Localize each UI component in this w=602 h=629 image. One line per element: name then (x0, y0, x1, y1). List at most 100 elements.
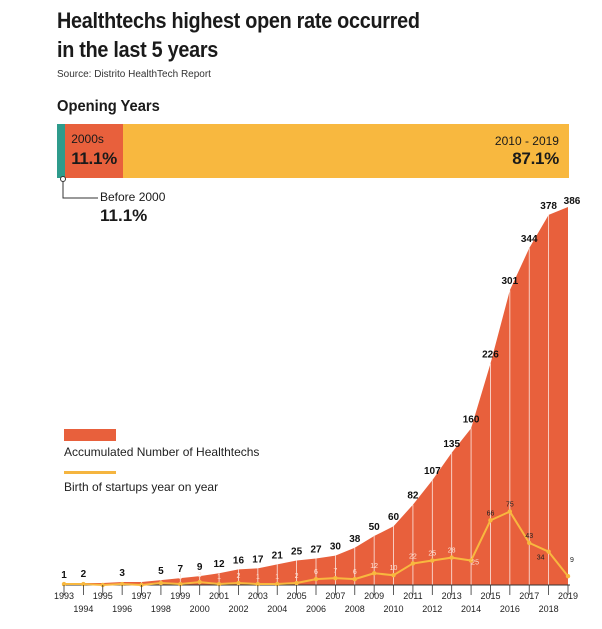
segment-2000s: 2000s 11.1% (65, 124, 124, 178)
area-value-label: 344 (521, 234, 538, 245)
x-tick-label: 2004 (267, 604, 287, 614)
line-value-label: 1 (256, 574, 260, 581)
births-point (352, 576, 357, 582)
chart-title: Healthtechs highest open rate occurred i… (57, 8, 420, 62)
source-note: Source: Distrito HealthTech Report (57, 69, 211, 80)
area-value-label: 30 (330, 542, 342, 553)
segment-2010-2019-label: 2010 - 2019 (494, 134, 559, 148)
births-point (565, 573, 571, 579)
line-value-label: 10 (390, 565, 398, 572)
x-tick-label: 2019 (558, 591, 578, 601)
segment-2000s-label: 2000s (71, 132, 104, 146)
x-tick-label: 2016 (500, 604, 520, 614)
area-value-label: 17 (252, 554, 264, 565)
area-value-label: 82 (407, 491, 419, 502)
line-value-label: 43 (525, 533, 533, 540)
line-value-label: 9 (570, 557, 574, 564)
births-point (216, 581, 222, 587)
area-value-label: 9 (197, 562, 203, 573)
area-value-label: 226 (482, 350, 499, 361)
x-tick-label: 2005 (287, 591, 307, 601)
area-value-label: 27 (310, 545, 322, 556)
x-tick-label: 2002 (228, 604, 248, 614)
births-point (391, 573, 396, 578)
line-value-label: 1 (275, 574, 279, 581)
before-2000-value: 11.1% (100, 206, 148, 225)
x-tick-label: 1993 (54, 591, 74, 601)
births-point (158, 580, 164, 586)
births-point (313, 576, 319, 582)
opening-years-title: Opening Years (57, 98, 160, 115)
area-value-label: 2 (81, 569, 87, 580)
line-value-label: 6 (314, 569, 318, 576)
area-value-label: 38 (349, 534, 361, 545)
births-point (236, 580, 241, 586)
x-tick-label: 2011 (403, 591, 422, 601)
x-tick-label: 1996 (112, 604, 132, 614)
segment-2000s-value: 11.1% (71, 149, 117, 168)
line-value-label: 7 (333, 568, 337, 575)
x-tick-label: 1997 (132, 591, 152, 601)
line-value-label: 28 (448, 548, 456, 555)
line-value-label: 3 (198, 572, 202, 579)
births-point (333, 575, 338, 581)
births-point (178, 581, 183, 587)
x-tick-label: 1995 (93, 591, 113, 601)
births-point (371, 571, 377, 576)
opening-years-bar: 2000s 11.1% 2010 - 2019 87.1% (57, 124, 569, 178)
x-tick-label: 1994 (73, 604, 93, 614)
births-point (197, 579, 202, 585)
births-point (61, 581, 67, 587)
births-point (294, 580, 299, 586)
x-tick-label: 2010 (384, 604, 404, 614)
area-value-label: 50 (369, 522, 381, 533)
legend-area-label: Accumulated Number of Healthtechs (64, 445, 260, 459)
x-tick-label: 2008 (345, 604, 365, 614)
x-tick-label: 1999 (170, 591, 190, 601)
line-value-label: 2 (237, 573, 241, 580)
x-tick-label: 2003 (248, 591, 268, 601)
line-value-label: 66 (487, 510, 495, 517)
births-point (546, 549, 551, 554)
area-value-label: 7 (178, 564, 184, 575)
area-value-label: 386 (564, 196, 581, 207)
x-tick-label: 1998 (151, 604, 171, 614)
x-tick-label: 2009 (364, 591, 384, 601)
before-2000-label: Before 2000 (100, 190, 166, 204)
segment-before-2000 (57, 124, 66, 178)
line-value-label: 25 (471, 560, 479, 567)
area-value-label: 5 (158, 566, 164, 577)
area-value-label: 378 (540, 201, 557, 212)
births-point (468, 558, 474, 563)
x-tick-label: 2012 (422, 604, 442, 614)
area-value-label: 16 (233, 555, 245, 566)
line-value-label: 34 (537, 555, 545, 562)
legend-line-swatch (64, 471, 116, 474)
line-value-label: 1 (217, 574, 221, 581)
line-value-label: 2 (295, 573, 299, 580)
area-value-label: 25 (291, 547, 303, 558)
births-point (430, 558, 435, 563)
x-tick-label: 2007 (325, 591, 345, 601)
line-value-label: 1 (178, 574, 182, 581)
line-value-label: 75 (506, 502, 514, 509)
segment-2010-2019-value: 87.1% (512, 149, 559, 168)
x-tick-label: 2014 (461, 604, 481, 614)
births-point (488, 518, 493, 523)
area-value-label: 21 (272, 550, 284, 561)
legend-line-label: Birth of startups year on year (64, 480, 219, 494)
x-tick-label: 2018 (539, 604, 559, 614)
accumulated-area (64, 207, 568, 585)
segment-2010-2019: 2010 - 2019 87.1% (123, 124, 569, 178)
line-value-label: 6 (353, 569, 357, 576)
area-value-label: 60 (388, 512, 400, 523)
x-tick-label: 2013 (442, 591, 462, 601)
x-tick-label: 2015 (480, 591, 500, 601)
births-point (255, 581, 261, 587)
births-point (449, 555, 454, 560)
before-2000-callout-line (60, 176, 98, 199)
x-tick-label: 2001 (209, 591, 229, 601)
x-tick-label: 2000 (190, 604, 210, 614)
area-value-label: 107 (424, 466, 441, 477)
